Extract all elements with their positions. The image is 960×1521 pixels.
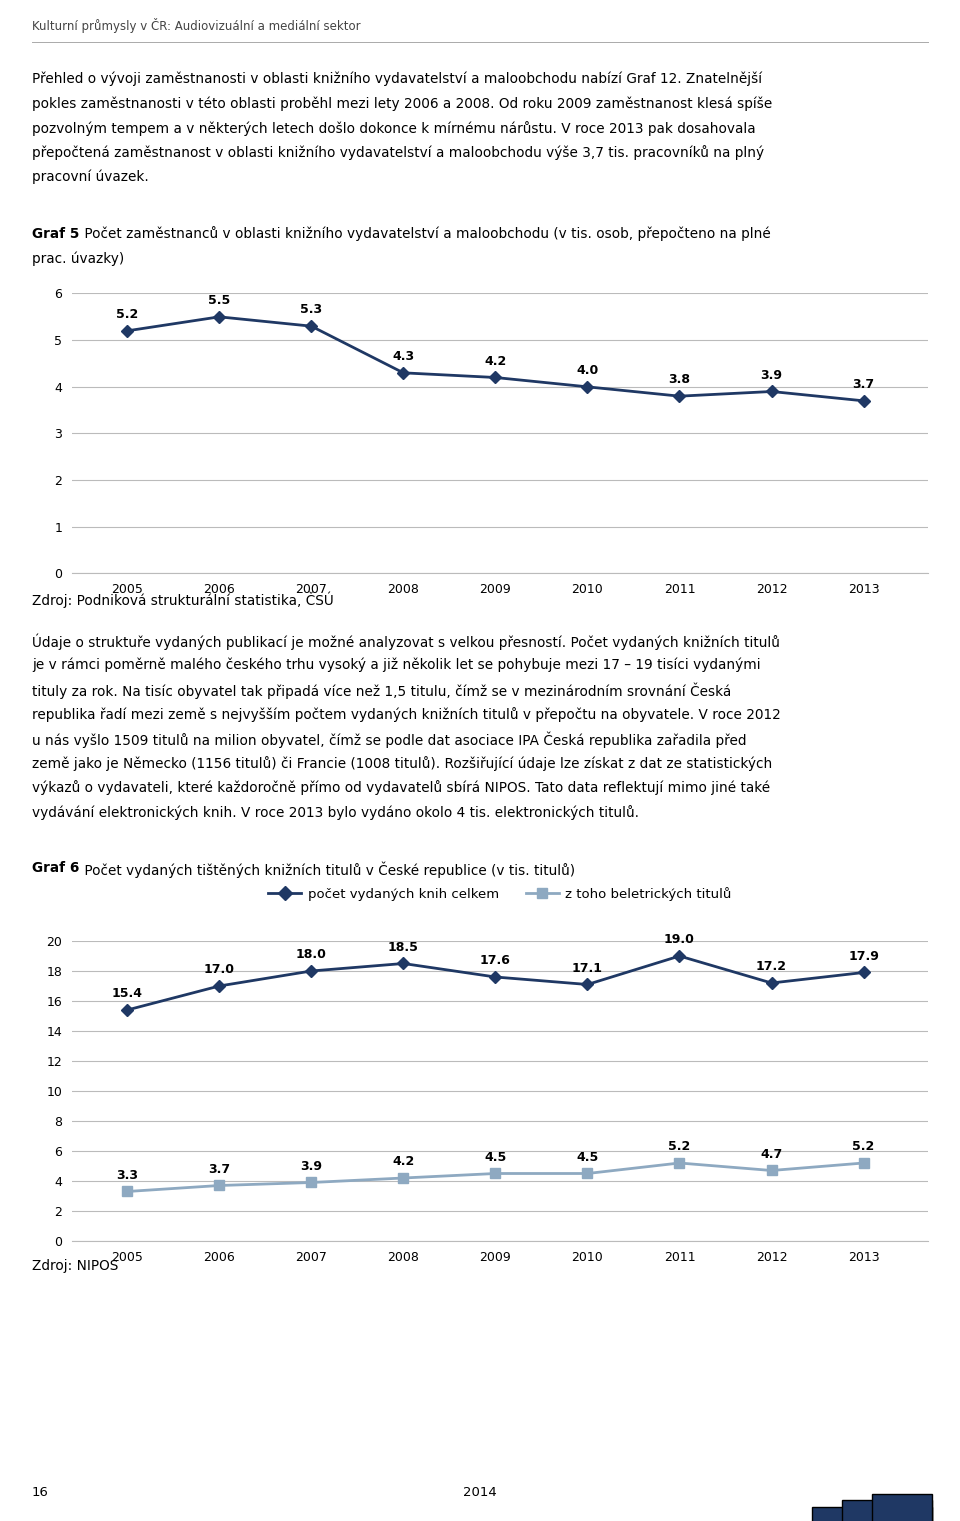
Text: pracovní úvazek.: pracovní úvazek. bbox=[32, 170, 149, 184]
Text: u nás vyšlo 1509 titulů na milion obyvatel, čímž se podle dat asociace IPA Česká: u nás vyšlo 1509 titulů na milion obyvat… bbox=[32, 732, 747, 748]
Text: 3.8: 3.8 bbox=[668, 374, 690, 386]
z toho beletrických titulů bbox=[122, 1182, 133, 1200]
Text: 4.0: 4.0 bbox=[576, 364, 599, 377]
Text: výkazů o vydavateli, které každoročně přímo od vydavatelů sbírá NIPOS. Tato data: výkazů o vydavateli, které každoročně př… bbox=[32, 780, 770, 795]
Text: Přehled o vývoji zaměstnanosti v oblasti knižního vydavatelství a maloobchodu na: Přehled o vývoji zaměstnanosti v oblasti… bbox=[32, 71, 762, 87]
počet vydaných knih celkem bbox=[582, 975, 593, 993]
počet vydaných knih celkem bbox=[858, 963, 870, 981]
Text: 17.2: 17.2 bbox=[756, 960, 787, 973]
Text: 3.7: 3.7 bbox=[852, 379, 875, 391]
Text: Graf 5: Graf 5 bbox=[32, 227, 80, 240]
Text: 17.0: 17.0 bbox=[204, 963, 235, 976]
Text: 3.3: 3.3 bbox=[116, 1168, 138, 1182]
Text: 5.2: 5.2 bbox=[116, 309, 138, 321]
Text: 4.5: 4.5 bbox=[576, 1151, 599, 1164]
Text: prac. úvazky): prac. úvazky) bbox=[32, 251, 124, 266]
Text: přepočtená zaměstnanost v oblasti knižního vydavatelství a maloobchodu výše 3,7 : přepočtená zaměstnanost v oblasti knižní… bbox=[32, 146, 764, 160]
z toho beletrických titulů bbox=[858, 1154, 870, 1173]
Text: 5.2: 5.2 bbox=[852, 1141, 875, 1153]
Text: 17.9: 17.9 bbox=[848, 949, 879, 963]
Text: 2014: 2014 bbox=[463, 1486, 497, 1500]
Text: 17.6: 17.6 bbox=[480, 954, 511, 967]
Text: Graf 6: Graf 6 bbox=[32, 861, 80, 876]
Text: republika řadí mezi země s nejvyšším počtem vydaných knižních titulů v přepočtu : republika řadí mezi země s nejvyšším poč… bbox=[32, 707, 780, 722]
Text: 4.5: 4.5 bbox=[484, 1151, 507, 1164]
Text: 3.9: 3.9 bbox=[300, 1161, 323, 1173]
Line: z toho beletrických titulů: z toho beletrických titulů bbox=[122, 1157, 869, 1197]
počet vydaných knih celkem bbox=[674, 948, 685, 966]
z toho beletrických titulů bbox=[674, 1154, 685, 1173]
Text: 4.7: 4.7 bbox=[760, 1148, 782, 1161]
Text: Kulturní průmysly v ČR: Audiovizuální a mediální sektor: Kulturní průmysly v ČR: Audiovizuální a … bbox=[32, 18, 361, 33]
Text: 4.2: 4.2 bbox=[484, 354, 507, 368]
Text: pokles zaměstnanosti v této oblasti proběhl mezi lety 2006 a 2008. Od roku 2009 : pokles zaměstnanosti v této oblasti prob… bbox=[32, 96, 772, 111]
počet vydaných knih celkem bbox=[213, 976, 225, 995]
z toho beletrických titulů bbox=[397, 1168, 409, 1186]
počet vydaných knih celkem bbox=[122, 1001, 133, 1019]
z toho beletrických titulů bbox=[766, 1162, 778, 1180]
počet vydaných knih celkem bbox=[305, 961, 317, 980]
Text: Údaje o struktuře vydaných publikací je možné analyzovat s velkou přesností. Poč: Údaje o struktuře vydaných publikací je … bbox=[32, 634, 780, 649]
Text: 4.2: 4.2 bbox=[393, 1156, 415, 1168]
Text: 18.0: 18.0 bbox=[296, 948, 326, 961]
Text: tituly za rok. Na tisíc obyvatel tak připadá více než 1,5 titulu, čímž se v mezi: tituly za rok. Na tisíc obyvatel tak při… bbox=[32, 683, 732, 700]
z toho beletrických titulů bbox=[490, 1165, 501, 1183]
Text: je v rámci poměrně malého českého trhu vysoký a již několik let se pohybuje mezi: je v rámci poměrně malého českého trhu v… bbox=[32, 659, 760, 672]
z toho beletrických titulů bbox=[213, 1176, 225, 1194]
Text: 5.3: 5.3 bbox=[300, 304, 323, 316]
Text: 18.5: 18.5 bbox=[388, 941, 419, 954]
Text: 17.1: 17.1 bbox=[572, 961, 603, 975]
počet vydaných knih celkem bbox=[766, 973, 778, 992]
počet vydaných knih celkem bbox=[490, 967, 501, 986]
z toho beletrických titulů bbox=[305, 1173, 317, 1191]
Legend: počet vydaných knih celkem, z toho beletrických titulů: počet vydaných knih celkem, z toho belet… bbox=[263, 882, 737, 907]
Text: 16: 16 bbox=[32, 1486, 49, 1500]
Text: Počet zaměstnanců v oblasti knižního vydavatelství a maloobchodu (v tis. osob, p: Počet zaměstnanců v oblasti knižního vyd… bbox=[80, 227, 771, 242]
Text: 5.2: 5.2 bbox=[668, 1141, 690, 1153]
Text: 15.4: 15.4 bbox=[111, 987, 143, 1001]
Text: 5.5: 5.5 bbox=[208, 294, 230, 307]
z toho beletrických titulů bbox=[582, 1165, 593, 1183]
Text: 4.3: 4.3 bbox=[393, 350, 415, 364]
počet vydaných knih celkem bbox=[397, 954, 409, 972]
Text: Počet vydaných tištěných knižních titulů v České republice (v tis. titulů): Počet vydaných tištěných knižních titulů… bbox=[80, 861, 575, 878]
Text: 3.7: 3.7 bbox=[208, 1162, 230, 1176]
Text: Zdroj: Podniková strukturální statistika, ČSÚ: Zdroj: Podniková strukturální statistika… bbox=[32, 592, 334, 608]
Line: počet vydaných knih celkem: počet vydaných knih celkem bbox=[123, 952, 868, 1015]
Text: 19.0: 19.0 bbox=[664, 934, 695, 946]
Text: Zdroj: NIPOS: Zdroj: NIPOS bbox=[32, 1259, 118, 1273]
Text: vydávání elektronických knih. V roce 2013 bylo vydáno okolo 4 tis. elektronickýc: vydávání elektronických knih. V roce 201… bbox=[32, 805, 639, 820]
Text: 3.9: 3.9 bbox=[760, 368, 782, 382]
Text: země jako je Německo (1156 titulů) či Francie (1008 titulů). Rozšiřující údaje l: země jako je Německo (1156 titulů) či Fr… bbox=[32, 756, 772, 771]
Text: pozvolným tempem a v některých letech došlo dokonce k mírnému nárůstu. V roce 20: pozvolným tempem a v některých letech do… bbox=[32, 122, 756, 135]
